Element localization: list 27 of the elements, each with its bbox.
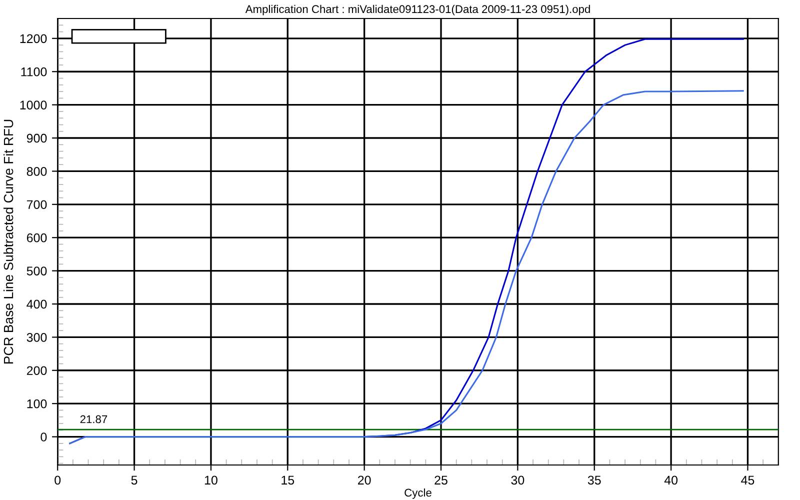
x-tick-label: 10: [204, 476, 218, 485]
x-tick-label: 25: [434, 476, 448, 485]
y-tick-label: 800: [26, 167, 47, 176]
y-tick-label: 400: [26, 300, 47, 309]
y-tick-label: 1100: [21, 67, 47, 76]
chart-title: Amplification Chart : miValidate091123-01(Data 2009-11-23 0951).opd: [245, 4, 590, 16]
y-tick-label: 1200: [20, 34, 47, 44]
y-tick-label: 700: [26, 200, 47, 210]
x-tick-label: 40: [664, 476, 678, 485]
y-tick-label: 300: [26, 332, 47, 342]
x-tick-label: 45: [741, 476, 754, 485]
y-tick-label: 1000: [20, 100, 47, 110]
y-tick-label: 200: [26, 366, 47, 376]
x-tick-label: 0: [54, 476, 61, 485]
x-tick-label: 30: [511, 476, 524, 485]
y-tick-label: 600: [26, 233, 47, 242]
y-axis-title: PCR Base Line Subtracted Curve Fit RFU: [3, 120, 14, 364]
x-tick-label: 20: [358, 476, 371, 485]
x-tick-label: 35: [588, 476, 601, 485]
y-tick-label: 100: [27, 399, 47, 408]
y-tick-label: 0: [40, 432, 47, 442]
y-tick-label: 900: [26, 134, 47, 143]
x-axis-title: Cycle: [404, 488, 432, 499]
x-tick-label: 5: [131, 476, 138, 485]
ref-line-label: 21.87: [80, 415, 108, 424]
x-tick-label: 15: [282, 476, 294, 485]
y-tick-label: 500: [26, 266, 47, 276]
